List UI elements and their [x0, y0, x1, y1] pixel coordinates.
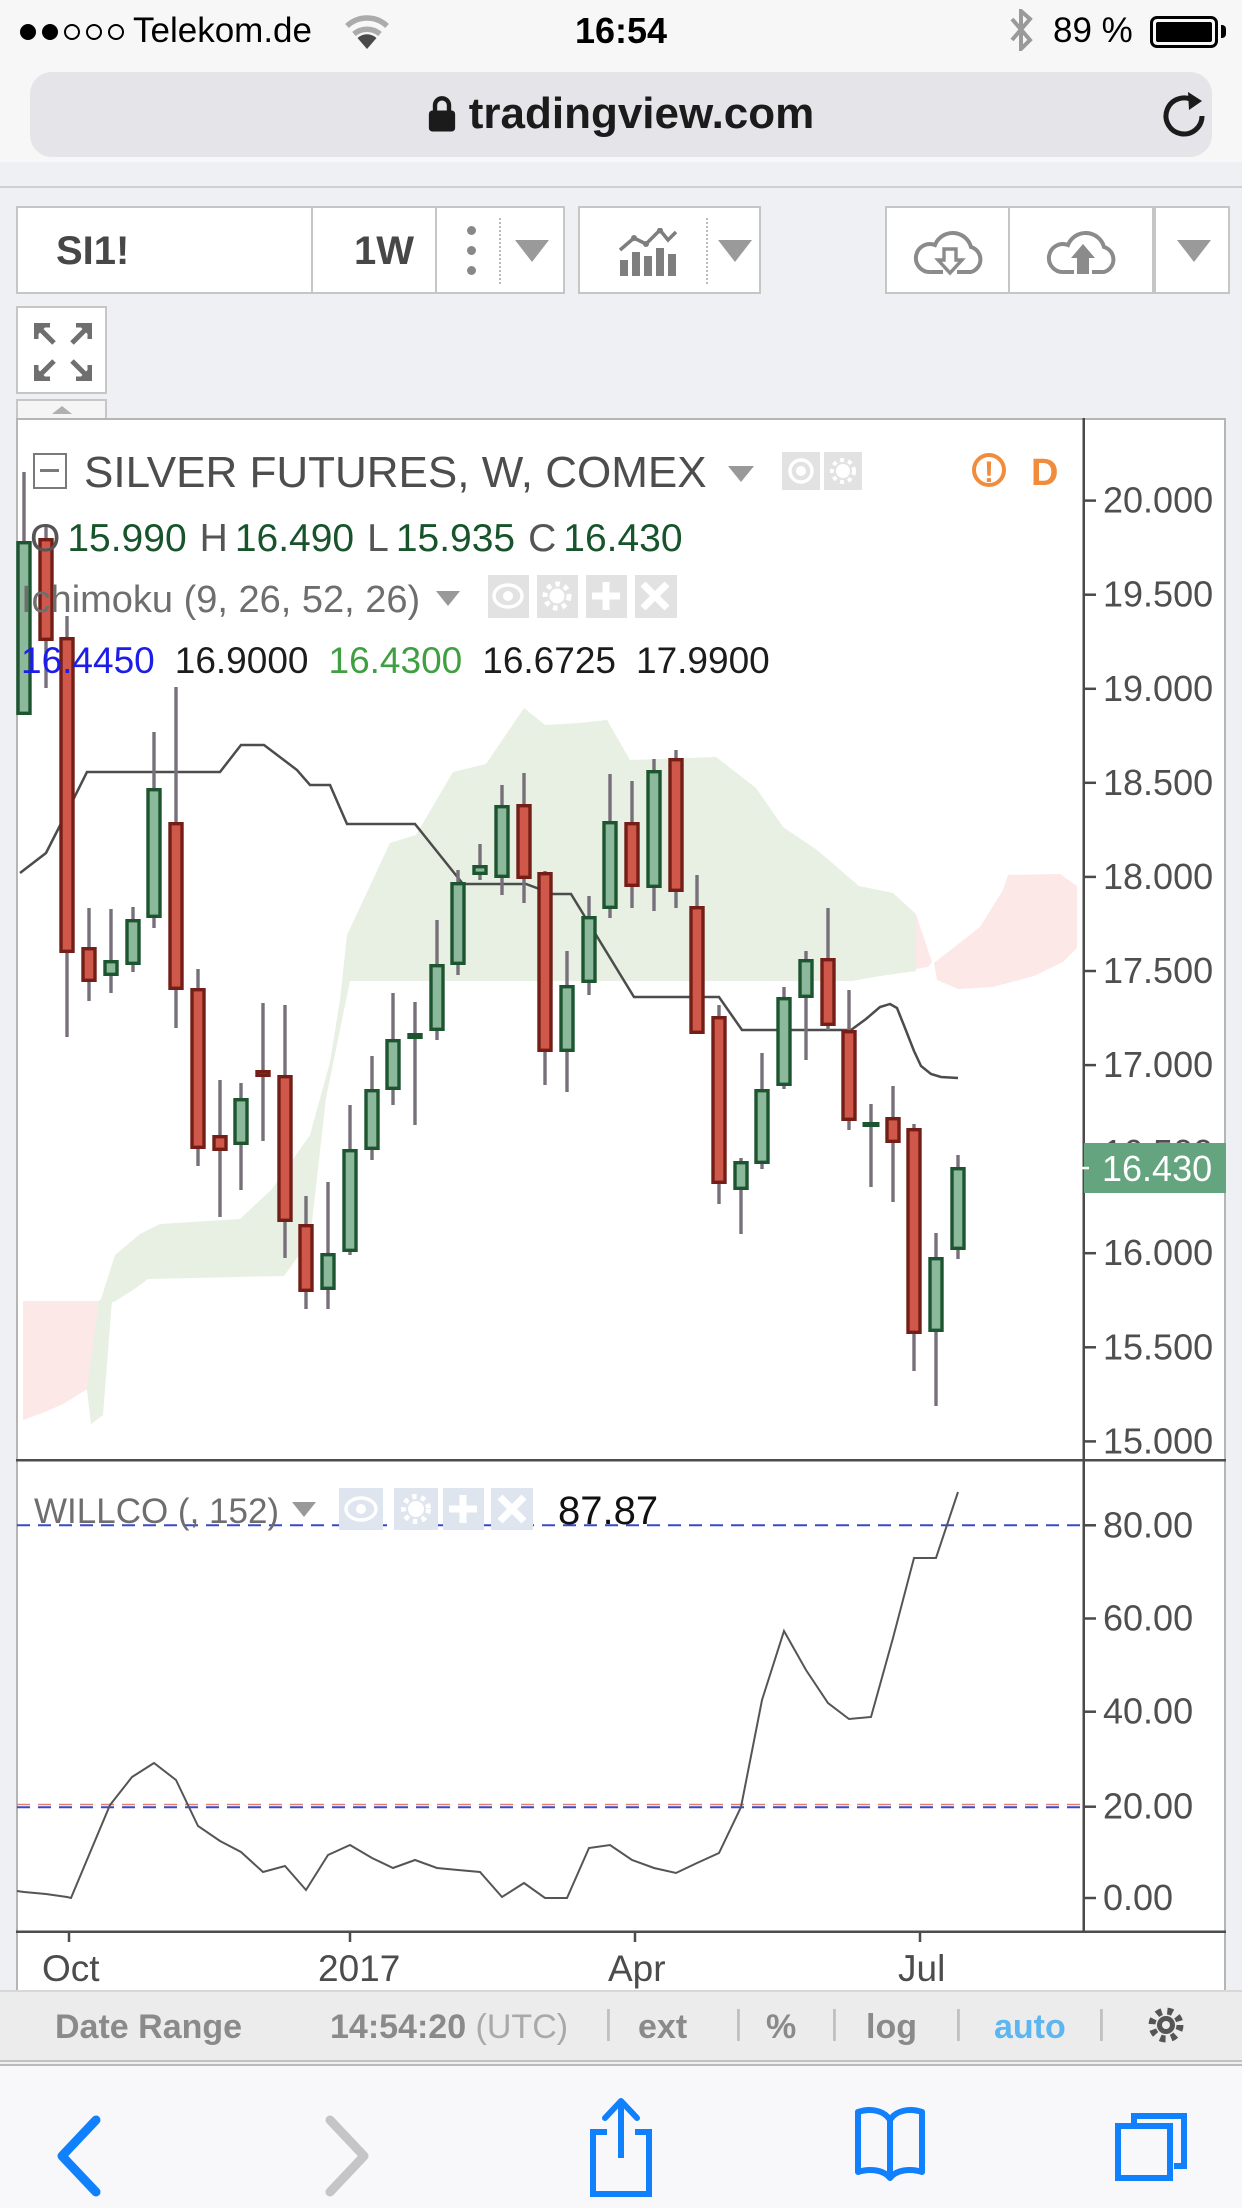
svg-text:16.430: 16.430	[1102, 1148, 1212, 1189]
svg-text:0.00: 0.00	[1103, 1877, 1173, 1918]
svg-text:40.00: 40.00	[1103, 1691, 1193, 1732]
svg-text:19.000: 19.000	[1103, 668, 1213, 709]
svg-text:2017: 2017	[318, 1948, 400, 1989]
svg-text:15.500: 15.500	[1103, 1326, 1213, 1367]
svg-text:18.500: 18.500	[1103, 762, 1213, 803]
svg-text:Apr: Apr	[608, 1948, 666, 1989]
svg-text:19.500: 19.500	[1103, 574, 1213, 615]
svg-text:20.00: 20.00	[1103, 1786, 1193, 1827]
svg-text:17.500: 17.500	[1103, 950, 1213, 991]
svg-text:18.000: 18.000	[1103, 856, 1213, 897]
svg-text:Jul: Jul	[898, 1948, 945, 1989]
svg-text:20.000: 20.000	[1103, 480, 1213, 521]
svg-text:60.00: 60.00	[1103, 1598, 1193, 1639]
svg-text:Oct: Oct	[42, 1948, 100, 1989]
svg-text:80.00: 80.00	[1103, 1504, 1193, 1545]
svg-text:15.000: 15.000	[1103, 1420, 1213, 1461]
svg-text:17.000: 17.000	[1103, 1044, 1213, 1085]
svg-text:16.000: 16.000	[1103, 1232, 1213, 1273]
